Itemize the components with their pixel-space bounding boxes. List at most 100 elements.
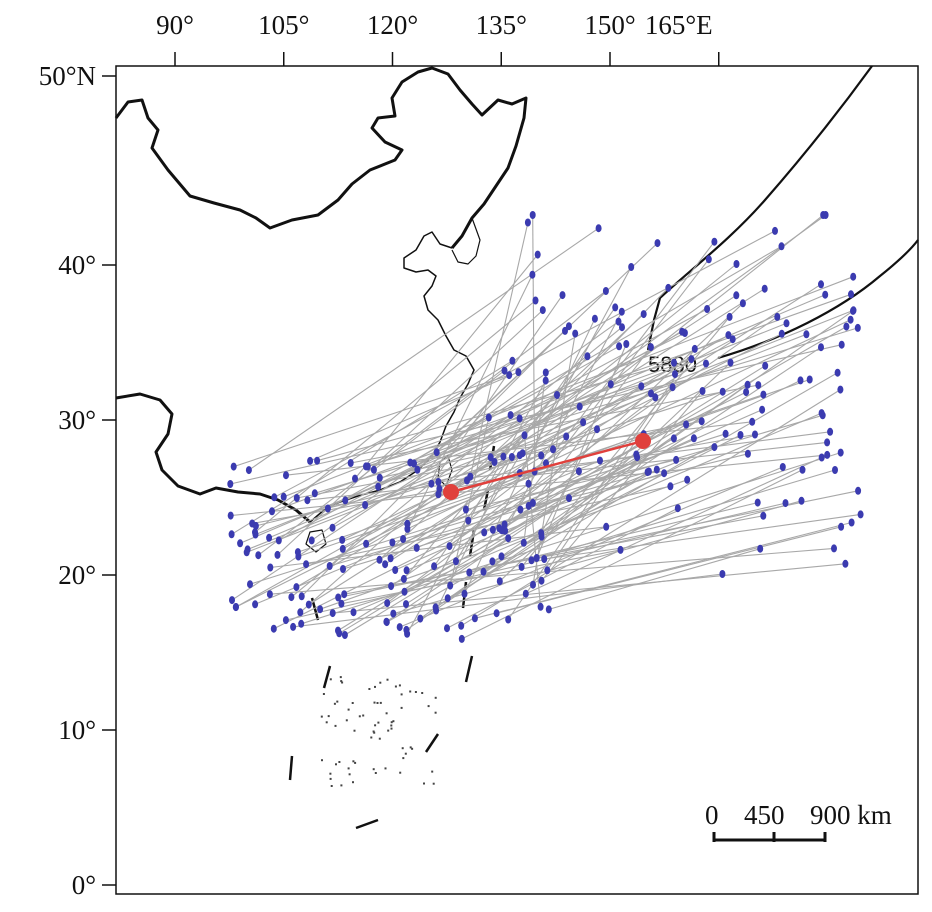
track-line [247, 309, 854, 550]
island-speck [348, 773, 351, 776]
island-speck [352, 760, 355, 763]
track-point [432, 603, 439, 612]
track-point [403, 625, 410, 634]
track-point [837, 385, 844, 394]
track-point [383, 617, 390, 626]
track-point [505, 534, 512, 543]
track-point [554, 391, 560, 399]
map-frame [115, 65, 919, 895]
korea-coast [451, 217, 481, 265]
track-point [848, 518, 855, 527]
track-line [314, 327, 858, 494]
track-point [563, 432, 570, 441]
track-line [254, 300, 536, 533]
track-point [698, 417, 705, 426]
track-point [690, 434, 697, 443]
lon-tick-label: 120° [367, 10, 418, 40]
track-point [507, 411, 514, 420]
track-point [444, 624, 450, 633]
island-speck [347, 708, 350, 711]
philippines-border-segment [288, 755, 294, 781]
track-line [386, 497, 570, 623]
island-speck [320, 715, 323, 718]
track-point [390, 609, 397, 618]
track-line [521, 316, 731, 568]
island-speck [347, 767, 350, 770]
track-point [831, 544, 837, 553]
track-point [347, 459, 354, 467]
track-point [542, 376, 549, 385]
island-speck [334, 724, 337, 727]
track-point [857, 510, 864, 519]
track-point [719, 570, 726, 578]
track-point [661, 469, 668, 478]
track-point [665, 283, 672, 292]
track-point [518, 562, 525, 571]
track-point [711, 237, 718, 246]
track-point [537, 602, 544, 611]
philippines-border-segment [424, 733, 440, 753]
track-point [762, 361, 769, 370]
track-point [407, 458, 414, 467]
track-point [298, 592, 305, 601]
track-point [538, 576, 545, 585]
track-line [541, 390, 703, 582]
track-point [819, 411, 826, 420]
track-point [498, 552, 505, 561]
island-speck [431, 770, 434, 773]
track-point [752, 430, 758, 439]
track-line [231, 414, 511, 601]
track-point [654, 239, 661, 248]
track-point [743, 388, 750, 397]
lat-tick-label: 10° [58, 715, 96, 745]
track-point [671, 358, 677, 367]
island-speck [434, 711, 437, 714]
track-point [481, 528, 488, 537]
island-speck [354, 761, 357, 764]
track-point [538, 451, 545, 460]
track-line [305, 485, 671, 565]
track-point [822, 290, 829, 299]
island-speck [384, 767, 387, 770]
track-point [342, 496, 349, 505]
typhoon-tracks [230, 214, 861, 640]
island-speck [427, 705, 430, 708]
island-speck [402, 757, 405, 760]
track-point [376, 473, 383, 482]
track-point [754, 498, 761, 507]
track-point [691, 344, 698, 353]
philippines-border-segment [464, 655, 474, 683]
track-point [362, 501, 369, 509]
island-speck [400, 693, 403, 696]
track-point [384, 599, 391, 608]
track-point [843, 322, 850, 331]
track-line [246, 333, 807, 553]
track-point [580, 418, 587, 427]
island-speck [374, 724, 377, 727]
track-point [827, 427, 834, 436]
track-point [521, 431, 528, 440]
track-point [270, 624, 277, 633]
track-line [501, 470, 580, 531]
track-line [504, 311, 623, 532]
track-point [559, 291, 566, 300]
track-point [247, 580, 253, 589]
track-point [837, 448, 844, 457]
track-point [487, 453, 494, 462]
track-point [467, 472, 474, 481]
track-point [818, 343, 824, 352]
scale-label-450: 450 [744, 800, 785, 830]
track-point [435, 490, 442, 499]
track-point [803, 330, 810, 339]
track-line [410, 245, 782, 464]
track-point [498, 526, 505, 535]
track-point [744, 449, 751, 458]
track-point [854, 323, 861, 332]
track-point [516, 414, 523, 423]
island-speck [322, 693, 325, 695]
track-line [523, 372, 547, 543]
track-line [532, 214, 536, 472]
track-point [501, 520, 508, 529]
island-speck [404, 752, 407, 755]
track-point [688, 355, 695, 364]
